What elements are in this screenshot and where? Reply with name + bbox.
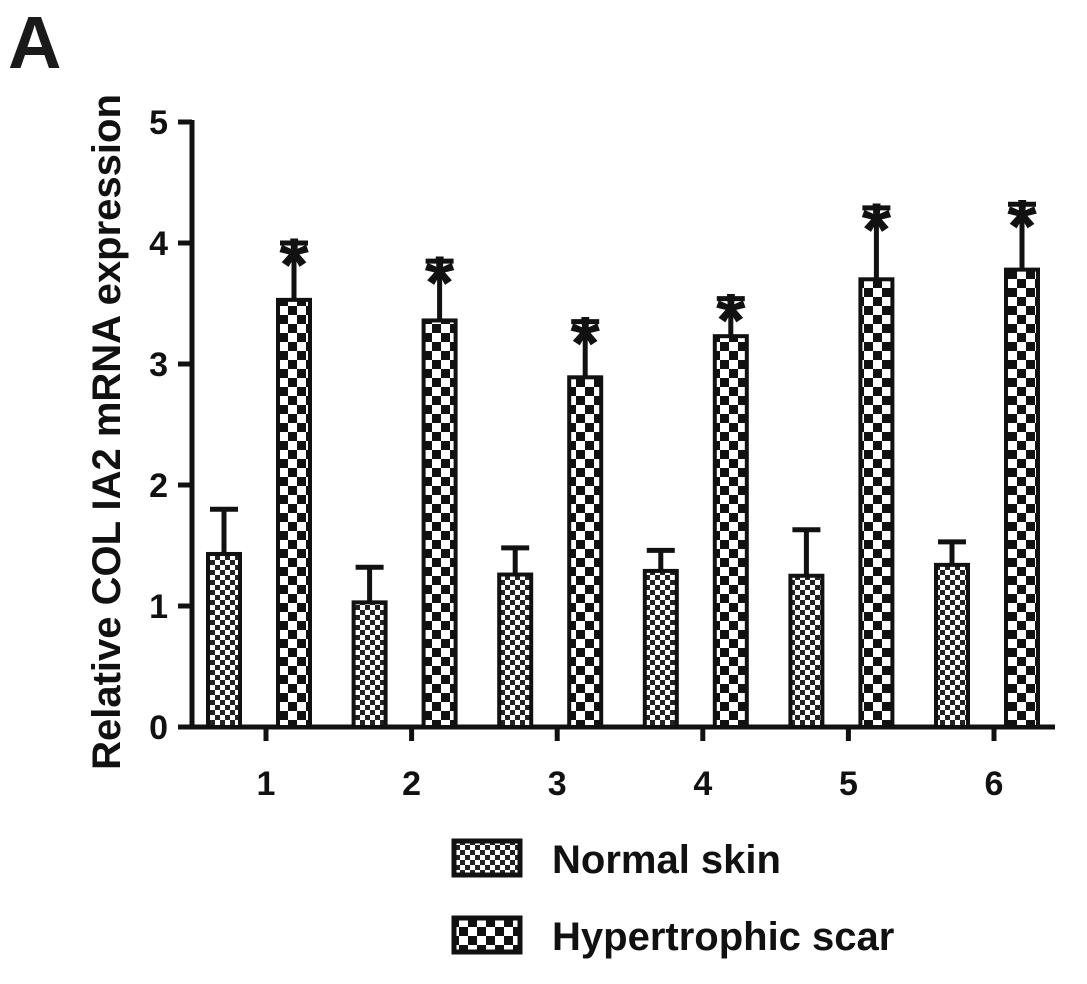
legend-label: Normal skin [552, 838, 781, 882]
x-tick-label: 1 [257, 765, 276, 803]
legend-swatch-normal-skin [451, 838, 523, 878]
y-tick-label: 1 [149, 588, 168, 626]
x-tick-label: 5 [839, 765, 858, 803]
x-tick-label: 4 [693, 765, 712, 803]
bar-normal-skin [788, 573, 825, 729]
significance-marker: * [862, 188, 892, 273]
bar-hypertrophic-scar [421, 318, 458, 729]
panel-label: A [8, 1, 61, 84]
legend: Normal skin Hypertrophic scar [451, 838, 894, 959]
plot-area: 0 1 2 3 4 5 1 * 2 * 3 * 4 * 5 * 6 * [149, 104, 1055, 803]
legend-label: Hypertrophic scar [552, 915, 894, 959]
y-tick-label: 0 [149, 709, 168, 747]
bar-hypertrophic-scar [567, 375, 604, 729]
y-axis-label: Relative COL IA2 mRNA expression [85, 94, 129, 770]
bar-normal-skin [351, 600, 388, 729]
bar-hypertrophic-scar [712, 334, 749, 729]
significance-marker: * [1007, 184, 1037, 269]
bar-hypertrophic-scar [1004, 267, 1040, 729]
bar-hypertrophic-scar [276, 297, 312, 729]
x-tick-label: 6 [985, 765, 1004, 803]
x-tick-label: 2 [402, 765, 421, 803]
significance-marker: * [279, 223, 309, 308]
significance-marker: * [716, 279, 746, 364]
y-tick-label: 5 [149, 104, 168, 142]
significance-marker: * [425, 241, 455, 326]
y-tick-label: 4 [149, 225, 168, 263]
significance-marker: * [570, 302, 600, 387]
y-tick-label: 2 [149, 467, 168, 505]
bar-normal-skin [642, 568, 679, 729]
x-tick-label: 3 [548, 765, 567, 803]
bar-hypertrophic-scar [858, 277, 895, 729]
y-tick-label: 3 [149, 346, 168, 384]
legend-swatch-hypertrophic-scar [451, 915, 523, 955]
bar-normal-skin [497, 572, 534, 729]
bar-normal-skin [206, 551, 242, 729]
bar-normal-skin [934, 562, 970, 729]
